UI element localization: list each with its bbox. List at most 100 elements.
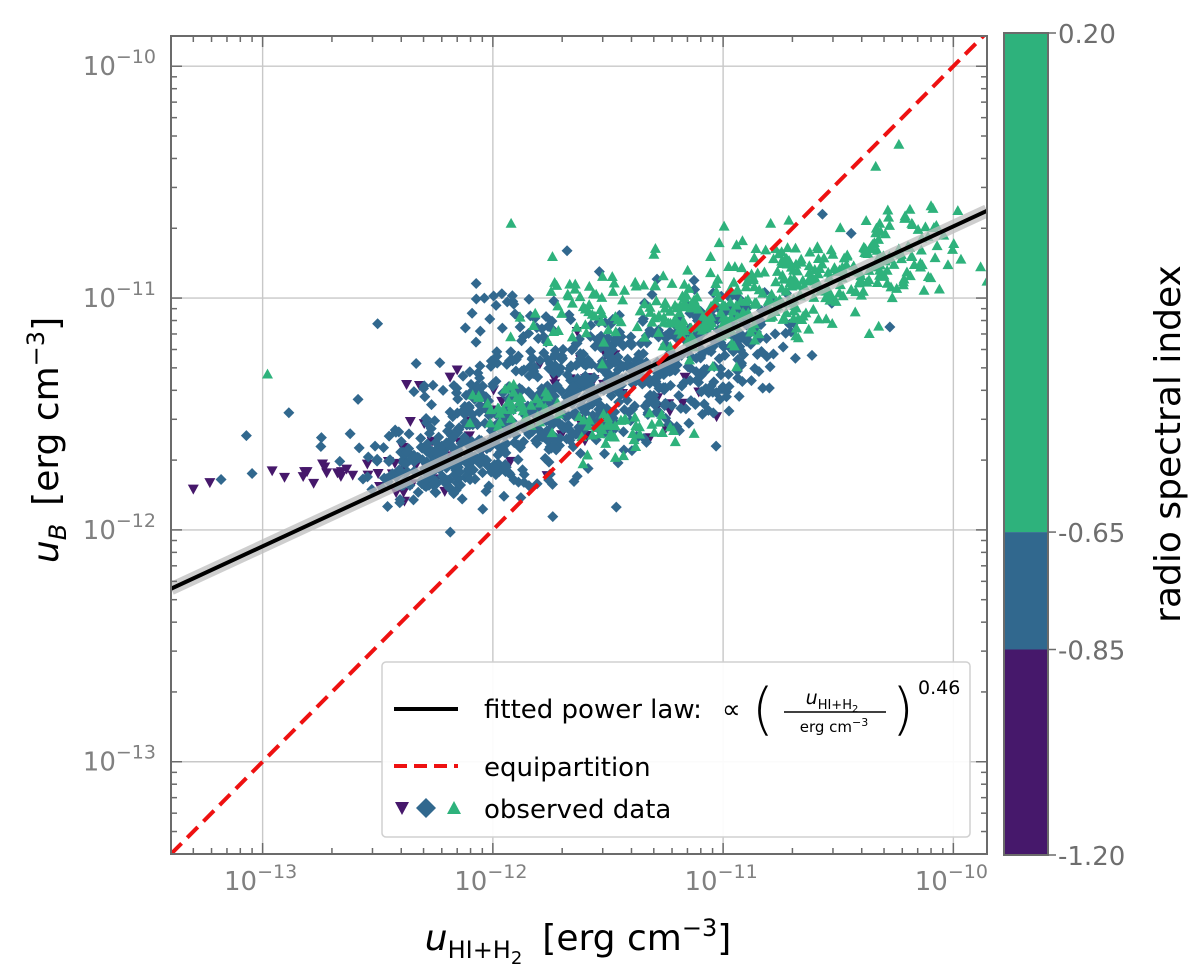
diamond-point — [684, 362, 696, 374]
triangle-up-point — [833, 287, 845, 298]
diamond-point — [490, 469, 502, 481]
diamond-point — [733, 390, 745, 402]
triangle-down-point — [204, 478, 216, 489]
triangle-up-point — [577, 458, 589, 469]
triangle-up-point — [725, 312, 737, 322]
diamond-point — [516, 335, 528, 347]
diamond-point — [499, 447, 511, 459]
triangle-up-point — [600, 437, 612, 448]
triangle-up-point — [505, 412, 517, 423]
diamond-point — [449, 429, 461, 441]
diamond-point — [576, 376, 588, 388]
triangle-up-point — [705, 267, 717, 278]
diamond-point — [362, 451, 374, 463]
diamond-point — [617, 426, 629, 438]
triangle-up-point — [783, 214, 795, 225]
diamond-point — [610, 501, 622, 513]
triangle-up-point — [608, 431, 620, 442]
diamond-point — [471, 380, 483, 392]
diamond-point — [408, 386, 420, 398]
colorbar-tick-label: -1.20 — [1058, 842, 1125, 872]
x-tick-label: 10−13 — [224, 861, 297, 897]
diamond-point — [384, 454, 396, 466]
triangle-up-point — [776, 282, 788, 293]
x-tick-label: 10−12 — [454, 861, 527, 897]
triangle-up-point — [607, 285, 619, 296]
triangle-down-point — [549, 374, 561, 385]
triangle-up-point — [803, 260, 815, 271]
triangle-up-point — [583, 280, 595, 291]
triangle-up-point — [657, 270, 669, 281]
triangle-up-point — [904, 203, 916, 214]
triangle-up-point — [914, 257, 926, 268]
triangle-up-point — [612, 314, 624, 325]
triangle-up-point — [952, 205, 964, 215]
triangle-up-point — [630, 441, 642, 451]
diamond-point — [470, 336, 482, 348]
triangle-up-point — [753, 284, 765, 295]
triangle-up-point — [699, 320, 711, 331]
diamond-point — [484, 313, 496, 325]
y-tick-label: 10−11 — [83, 278, 156, 314]
triangle-up-point — [803, 323, 815, 334]
triangle-up-point — [606, 271, 618, 282]
diamond-point — [732, 354, 744, 366]
diamond-point — [567, 343, 579, 355]
triangle-up-point — [925, 200, 937, 211]
triangle-up-point — [713, 237, 725, 248]
triangle-up-point — [499, 383, 511, 394]
triangle-up-point — [740, 295, 752, 306]
diamond-point — [764, 361, 776, 373]
diamond-point — [477, 503, 489, 515]
diamond-point — [488, 290, 500, 302]
colorbar-title: radio spectral index — [1148, 265, 1189, 623]
triangle-up-point — [906, 251, 918, 262]
diamond-point — [660, 330, 672, 342]
diamond-point — [715, 369, 727, 381]
triangle-up-point — [788, 264, 800, 275]
diamond-point — [551, 379, 563, 391]
legend-box — [381, 661, 971, 838]
triangle-up-point — [473, 390, 485, 401]
x-tick-label: 10−11 — [685, 861, 758, 897]
diamond-point — [761, 332, 773, 344]
triangle-down-point — [404, 416, 416, 427]
triangle-up-point — [813, 313, 825, 324]
triangle-up-point — [785, 273, 797, 284]
triangle-up-point — [630, 420, 642, 430]
triangle-up-point — [707, 360, 719, 371]
triangle-up-point — [552, 325, 564, 335]
diamond-point — [723, 381, 735, 393]
triangle-down-point — [266, 466, 278, 477]
triangle-up-point — [836, 261, 848, 272]
diamond-point — [673, 390, 685, 402]
tick-labels: 10−13 10−12 10−11 10−10 10−13 10−12 10−11 10−10 — [83, 46, 988, 897]
triangle-up-point — [629, 411, 641, 422]
triangle-up-point — [566, 331, 578, 342]
diamond-point — [714, 393, 726, 405]
triangle-up-point — [860, 215, 872, 225]
triangle-up-point — [505, 331, 517, 342]
diamond-point — [518, 476, 530, 488]
triangle-up-point — [542, 336, 554, 347]
triangle-up-point — [812, 253, 824, 264]
triangle-up-point — [724, 296, 736, 307]
diamond-point — [491, 350, 503, 362]
colorbar-tick-labels: 0.20 -0.65 -0.85 -1.20 — [1048, 20, 1125, 872]
legend-equip-label: equipartition — [484, 753, 651, 783]
triangle-up-point — [650, 295, 662, 306]
diamond-point — [646, 289, 658, 301]
triangle-down-point — [341, 464, 353, 475]
colorbar-segment — [1004, 33, 1048, 533]
triangle-up-point — [556, 307, 568, 318]
diamond-point — [649, 399, 661, 411]
diamond-point — [315, 432, 327, 444]
triangle-up-point — [827, 248, 839, 259]
diamond-point — [444, 526, 456, 538]
diamond-point — [427, 379, 439, 391]
diamond-point — [478, 292, 490, 304]
diamond-point — [719, 349, 731, 361]
colorbar-segment — [1004, 649, 1048, 855]
diamond-point — [689, 398, 701, 410]
diamond-point — [420, 413, 432, 425]
